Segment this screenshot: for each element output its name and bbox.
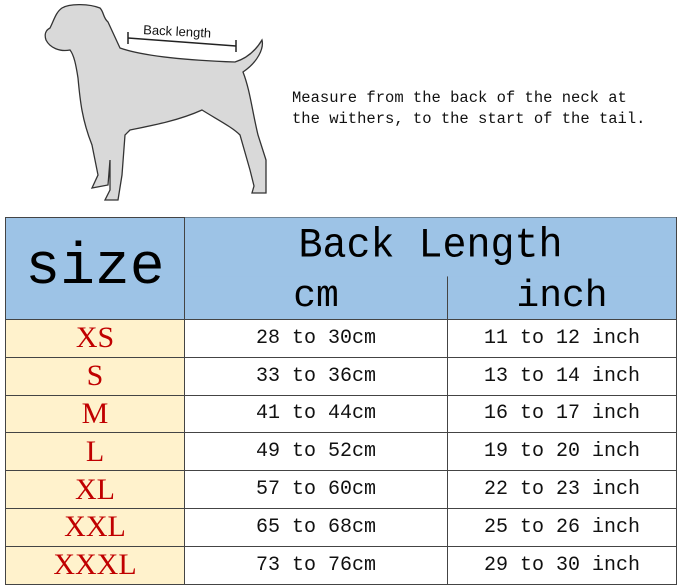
back-length-label: Back length <box>143 22 212 41</box>
cm-cell: 41 to 44cm <box>184 394 448 434</box>
table-row: XS 28 to 30cm 11 to 12 inch <box>5 319 678 358</box>
cm-cell: 65 to 68cm <box>184 507 448 547</box>
cm-cell: 73 to 76cm <box>184 545 448 585</box>
inch-cell: 16 to 17 inch <box>446 394 678 434</box>
size-header: size <box>5 217 185 320</box>
dog-silhouette-illustration: Back length <box>44 3 267 201</box>
table-row: XXL 65 to 68cm 25 to 26 inch <box>5 507 678 547</box>
cm-cell: 49 to 52cm <box>184 432 448 472</box>
table-row: M 41 to 44cm 16 to 17 inch <box>5 394 678 434</box>
cm-cell: 57 to 60cm <box>184 470 448 509</box>
cm-cell: 33 to 36cm <box>184 356 448 396</box>
size-cell: XXXL <box>5 545 185 585</box>
cm-header: cm <box>184 274 448 320</box>
inch-cell: 19 to 20 inch <box>446 432 678 472</box>
inch-cell: 29 to 30 inch <box>446 545 678 585</box>
back-length-header: Back Length <box>183 215 678 277</box>
size-cell: M <box>5 394 185 434</box>
table-row: XL 57 to 60cm 22 to 23 inch <box>5 470 678 509</box>
dog-body <box>44 3 267 201</box>
measure-instruction: Measure from the back of the neck at the… <box>292 88 645 130</box>
size-cell: L <box>5 432 185 472</box>
inch-cell: 13 to 14 inch <box>446 356 678 396</box>
instruction-line: Measure from the back of the neck at <box>292 89 627 107</box>
inch-cell: 22 to 23 inch <box>446 470 678 509</box>
size-chart-table: size Back Length cm inch XS 28 to 30cm 11 … <box>5 215 678 585</box>
size-cell: XL <box>5 470 185 509</box>
inch-header: inch <box>446 274 678 320</box>
table-row: XXXL 73 to 76cm 29 to 30 inch <box>5 545 678 585</box>
instruction-line: the withers, to the start of the tail. <box>292 110 646 128</box>
table-row: S 33 to 36cm 13 to 14 inch <box>5 356 678 396</box>
inch-cell: 25 to 26 inch <box>446 507 678 547</box>
inch-cell: 11 to 12 inch <box>446 319 678 358</box>
size-cell: XS <box>5 319 185 358</box>
size-cell: XXL <box>5 507 185 547</box>
back-length-bar <box>127 37 237 47</box>
table-row: L 49 to 52cm 19 to 20 inch <box>5 432 678 472</box>
size-cell: S <box>5 356 185 396</box>
cm-cell: 28 to 30cm <box>184 319 448 358</box>
